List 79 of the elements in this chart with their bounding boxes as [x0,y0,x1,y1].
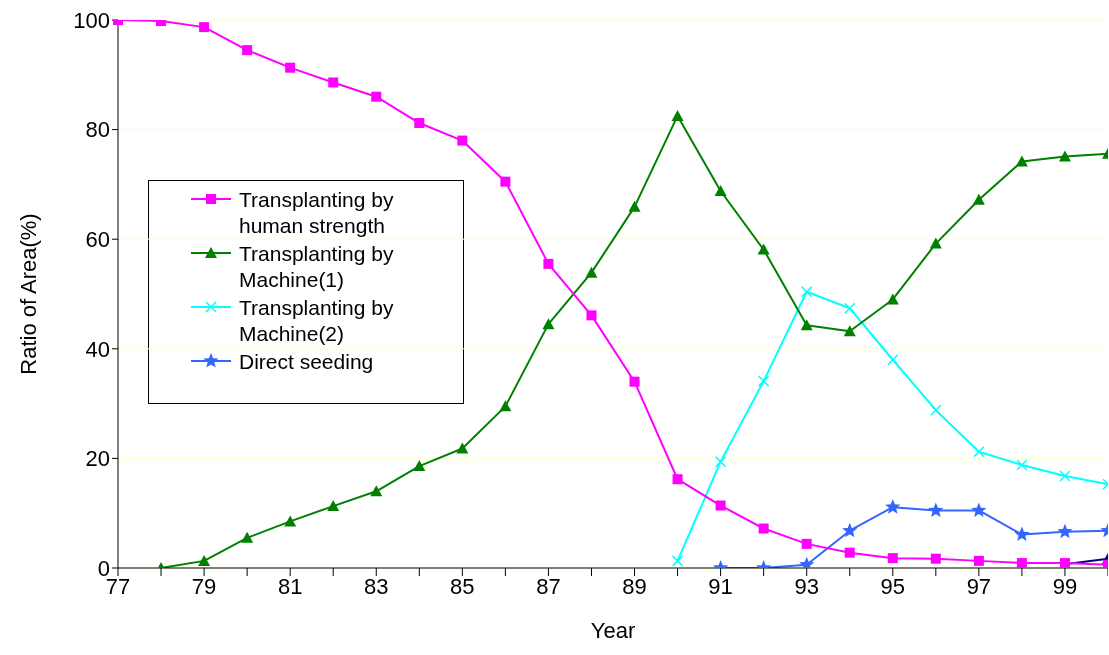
point [714,455,727,468]
point [842,522,858,538]
point [714,184,727,196]
point [586,310,597,321]
y-axis-title: Ratio of Area(%) [15,213,41,375]
point [199,22,210,33]
x-tick-label: 97 [966,573,992,599]
legend-label: Direct seeding [239,349,375,375]
point [800,286,813,298]
point [886,293,899,305]
x-tick-label: 95 [880,573,906,599]
point [758,523,769,534]
point [973,446,985,458]
point [542,318,555,330]
point [671,109,684,121]
point [801,538,812,549]
x-tick-label: 83 [364,573,389,599]
point [1057,523,1073,539]
x-tick-label: 91 [708,573,733,599]
point [1014,526,1030,542]
point [971,502,987,517]
point [973,555,984,566]
point [241,531,254,543]
point [543,258,554,269]
x-tick-label: 99 [1052,573,1078,599]
point [328,77,339,88]
x-tick-label: 93 [794,573,819,599]
legend-label: Transplanting by Machine(2) [239,295,395,347]
point [413,460,426,472]
x-tick-label: 87 [536,573,561,599]
point [844,547,855,558]
point [800,319,813,331]
point [757,243,770,255]
y-tick-label: 100 [73,7,110,33]
point [715,500,726,511]
point [414,118,425,129]
point [930,404,942,416]
point [972,193,985,205]
legend-label: Transplanting by human strength [239,187,395,239]
legend-label: Transplanting by Machine(1) [239,241,395,293]
point [456,442,469,454]
x-tick-label: 79 [191,573,217,599]
point [885,499,901,514]
point [198,554,211,566]
point [457,135,468,146]
y-tick-label: 60 [85,227,110,253]
point [1058,150,1071,162]
point [371,91,382,102]
x-tick-label: 89 [622,573,647,599]
point [585,266,598,278]
point [928,502,944,517]
x-axis-title: Year [590,618,636,643]
point [370,485,383,497]
x-tick-label: 85 [450,573,475,599]
x-tick-label: 81 [277,573,303,599]
point [1016,459,1028,471]
point [929,237,942,249]
point [499,400,512,412]
point [285,62,296,73]
point [1059,470,1071,482]
point [672,474,683,485]
y-tick-label: 40 [85,336,110,362]
point [1015,155,1028,167]
point [843,302,856,314]
point [930,553,941,564]
point [327,500,340,512]
point [500,176,511,187]
point [628,200,641,212]
point [887,553,898,564]
y-tick-label: 80 [85,117,110,143]
point [671,555,684,567]
point [843,325,856,337]
point [757,375,770,387]
point [887,354,899,366]
point [242,45,253,56]
point [284,515,297,527]
y-tick-label: 20 [85,446,110,472]
point [629,376,640,387]
point [1016,558,1027,568]
